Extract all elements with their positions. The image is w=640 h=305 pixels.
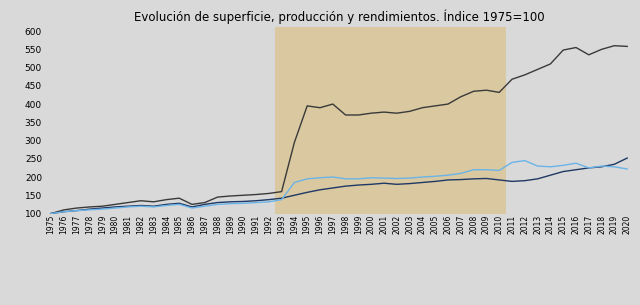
Bar — [275, 27, 506, 213]
Title: Evolución de superficie, producción y rendimientos. Índice 1975=100: Evolución de superficie, producción y re… — [134, 9, 545, 23]
